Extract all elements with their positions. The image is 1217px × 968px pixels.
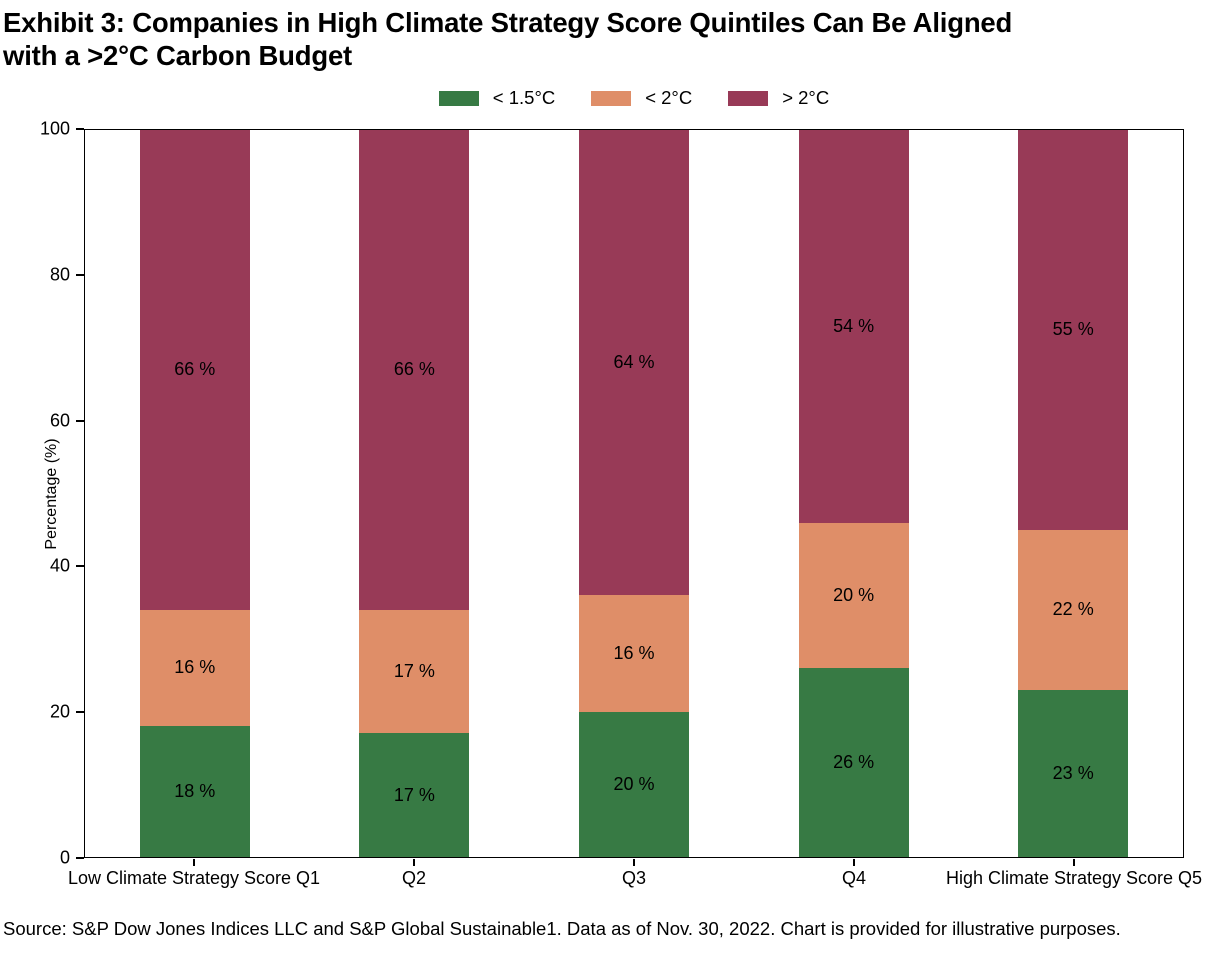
y-tick-label-0: 0 xyxy=(59,847,70,868)
y-tick-mark-0 xyxy=(76,857,84,859)
bar-2-value-2: 17 % xyxy=(393,661,435,682)
bar-3-value-1: 20 % xyxy=(613,773,655,794)
legend-swatch-2 xyxy=(591,90,632,106)
bar-3-segment-2: 16 % xyxy=(579,595,689,712)
legend-item-3: > 2°C xyxy=(728,87,829,109)
bar-5: 23 % 22 % 55 % xyxy=(1018,130,1129,857)
bar-3-value-2: 16 % xyxy=(613,642,655,663)
bar-5-value-3: 55 % xyxy=(1052,319,1094,340)
x-tick-mark-3 xyxy=(633,859,635,866)
bar-5-segment-1: 23 % xyxy=(1018,689,1129,857)
bar-5-segment-2: 22 % xyxy=(1018,529,1129,690)
plot-area: 18 % 16 % 66 % 17 % 17 % 66 % 20 % 16 % 64 % 26 %… xyxy=(84,129,1184,858)
bar-2-segment-2: 17 % xyxy=(359,609,470,734)
bar-3-value-3: 64 % xyxy=(613,352,655,373)
chart-title: Exhibit 3: Companies in High Climate Str… xyxy=(3,6,1208,72)
y-tick-label-80: 80 xyxy=(49,264,70,285)
bar-3-segment-1: 20 % xyxy=(579,711,689,857)
bar-4-segment-3: 54 % xyxy=(798,130,909,523)
bar-2-value-3: 66 % xyxy=(393,359,435,380)
x-tick-mark-5 xyxy=(1073,859,1075,866)
x-tick-label-1: Low Climate Strategy Score Q1 xyxy=(67,868,321,888)
y-tick-label-100: 100 xyxy=(39,118,70,139)
bar-4: 26 % 20 % 54 % xyxy=(798,130,909,857)
bar-1-segment-3: 66 % xyxy=(139,130,250,610)
legend-label-1: < 1.5°C xyxy=(492,87,556,108)
bar-1: 18 % 16 % 66 % xyxy=(139,130,250,857)
x-tick-mark-1 xyxy=(193,859,195,866)
x-tick-label-3: Q3 xyxy=(621,868,647,888)
bar-4-value-3: 54 % xyxy=(833,315,875,336)
bar-1-segment-1: 18 % xyxy=(139,726,250,857)
y-axis-title: Percentage (%) xyxy=(43,438,60,550)
bar-2-segment-1: 17 % xyxy=(359,733,470,857)
chart-title-line1: Exhibit 3: Companies in High Climate Str… xyxy=(3,7,1013,38)
legend-label-3: > 2°C xyxy=(782,87,830,108)
x-tick-label-5: High Climate Strategy Score Q5 xyxy=(945,868,1203,888)
y-tick-label-60: 60 xyxy=(49,410,70,431)
bar-4-value-1: 26 % xyxy=(833,751,875,772)
y-tick-mark-60 xyxy=(76,419,84,422)
x-tick-mark-2 xyxy=(413,859,415,866)
y-tick-label-40: 40 xyxy=(49,555,70,576)
bar-2-value-1: 17 % xyxy=(393,784,435,805)
y-tick-label-20: 20 xyxy=(49,701,70,722)
bar-3-segment-3: 64 % xyxy=(579,130,689,596)
bar-5-value-2: 22 % xyxy=(1052,599,1094,620)
chart-title-line2: with a >2°C Carbon Budget xyxy=(3,40,353,71)
legend-item-1: < 1.5°C xyxy=(438,87,556,109)
bar-4-segment-1: 26 % xyxy=(798,667,909,857)
bar-2-segment-3: 66 % xyxy=(359,130,470,610)
x-tick-mark-4 xyxy=(853,859,855,866)
bar-4-value-2: 20 % xyxy=(833,584,875,605)
legend-swatch-3 xyxy=(728,90,769,106)
legend-label-2: < 2°C xyxy=(645,87,693,108)
source-note: Source: S&P Dow Jones Indices LLC and S&… xyxy=(3,918,1121,939)
bar-2: 17 % 17 % 66 % xyxy=(359,130,470,857)
bar-1-value-2: 16 % xyxy=(174,657,216,678)
x-tick-label-4: Q4 xyxy=(841,868,867,888)
legend-swatch-1 xyxy=(438,90,479,106)
bar-5-segment-3: 55 % xyxy=(1018,130,1129,530)
bar-1-segment-2: 16 % xyxy=(139,609,250,727)
y-tick-mark-20 xyxy=(76,711,84,714)
x-tick-label-2: Q2 xyxy=(401,868,427,888)
y-tick-mark-80 xyxy=(76,273,84,276)
y-tick-mark-40 xyxy=(76,565,84,568)
bar-1-value-3: 66 % xyxy=(174,359,216,380)
bar-4-segment-2: 20 % xyxy=(798,522,909,668)
y-tick-mark-100 xyxy=(76,128,84,130)
bar-3: 20 % 16 % 64 % xyxy=(579,130,689,857)
legend-item-2: < 2°C xyxy=(591,87,692,109)
bar-5-value-1: 23 % xyxy=(1052,762,1094,783)
bar-1-value-1: 18 % xyxy=(174,781,216,802)
chart-legend: < 1.5°C < 2°C > 2°C xyxy=(84,86,1184,110)
